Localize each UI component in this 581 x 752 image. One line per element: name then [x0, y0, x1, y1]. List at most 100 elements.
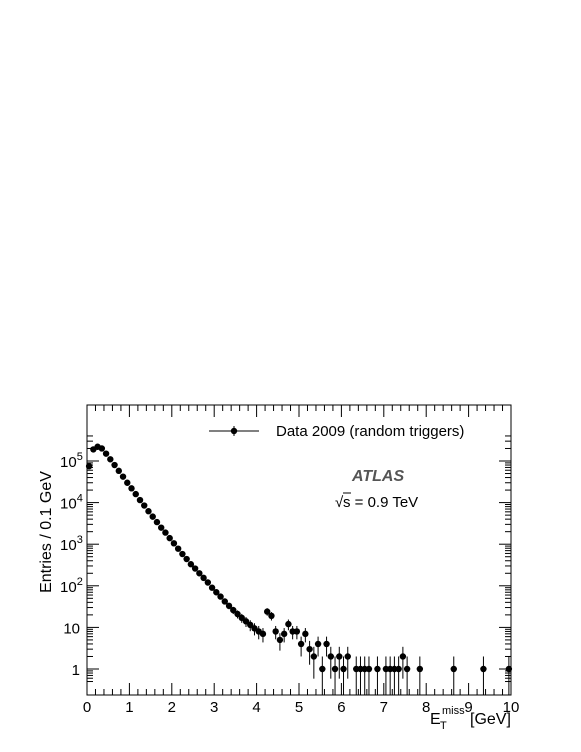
x-tick-label: 3 — [210, 699, 218, 716]
data-point — [234, 610, 241, 618]
data-point — [225, 602, 233, 610]
x-tick-label: 1 — [125, 699, 133, 716]
x-tick-label: 10 — [503, 699, 520, 716]
data-point — [170, 540, 178, 547]
data-point — [314, 640, 322, 648]
x-tick-label: 0 — [83, 699, 91, 716]
energy-label: √ s = 0.9 TeV — [335, 492, 418, 511]
data-point — [293, 628, 301, 635]
data-point — [141, 502, 148, 509]
axis-ticks — [86, 405, 512, 695]
data-point — [128, 485, 135, 492]
x-axis-title-sup: miss — [442, 705, 465, 717]
y-tick-label: 105 — [60, 451, 83, 471]
data-point — [136, 496, 144, 504]
data-point — [399, 653, 407, 660]
data-point — [124, 479, 131, 486]
legend: Data 2009 (random triggers) — [209, 423, 464, 440]
data-point — [276, 636, 284, 644]
legend-label: Data 2009 (random triggers) — [276, 423, 464, 440]
data-point — [107, 456, 114, 463]
x-tick-label: 6 — [337, 699, 345, 716]
data-point — [119, 473, 127, 480]
data-point — [247, 621, 254, 629]
y-tick-labels: 1 10 102 103 104 105 — [60, 451, 83, 679]
data-point — [187, 561, 195, 568]
data-point — [264, 608, 271, 615]
x-axis-title-unit: [GeV] — [470, 711, 511, 728]
y-axis-title: Entries / 0.1 GeV — [38, 471, 55, 593]
y-tick-label: 1 — [72, 662, 80, 679]
y-tick-label: 104 — [60, 493, 83, 513]
data-point — [336, 653, 343, 660]
y-tick-label: 103 — [60, 534, 83, 554]
x-tick-label: 9 — [464, 699, 472, 716]
data-point — [480, 665, 487, 673]
data-point — [196, 570, 203, 577]
data-point — [285, 620, 292, 628]
x-tick-label: 5 — [295, 699, 303, 716]
data-point — [302, 630, 309, 638]
data-point — [230, 606, 237, 614]
data-point — [306, 645, 313, 653]
energy-value: s = 0.9 TeV — [343, 494, 418, 511]
data-point — [132, 490, 139, 498]
data-point — [115, 467, 123, 475]
data-point — [162, 529, 169, 536]
data-point — [331, 665, 339, 673]
data-point — [213, 589, 220, 596]
data-point — [221, 598, 228, 605]
data-point — [174, 545, 182, 552]
data-point — [179, 550, 186, 558]
atlas-label: ATLAS — [351, 468, 404, 485]
plot-frame — [86, 404, 512, 696]
data-point — [297, 640, 305, 648]
data-point — [268, 612, 275, 620]
data-point — [365, 665, 373, 673]
data-point — [149, 513, 156, 520]
data-point — [183, 555, 190, 563]
data-point — [111, 461, 118, 469]
legend-marker — [230, 427, 238, 435]
data-point — [259, 630, 267, 638]
data-point — [158, 524, 165, 531]
x-tick-label: 2 — [168, 699, 176, 716]
data-point — [217, 593, 224, 600]
x-tick-label: 8 — [422, 699, 430, 716]
data-point — [272, 628, 279, 635]
data-point — [145, 508, 152, 515]
data-point — [204, 579, 212, 586]
data-point — [403, 665, 411, 673]
data-point — [166, 534, 173, 542]
data-point — [319, 665, 326, 673]
x-tick-labels: 0 1 2 3 4 5 6 7 8 9 10 — [83, 699, 520, 716]
data-point — [242, 618, 250, 625]
x-axis-title: E T miss [GeV] — [430, 705, 511, 732]
data-point — [340, 665, 347, 673]
y-tick-label: 10 — [63, 620, 80, 637]
data-point — [98, 445, 106, 452]
data-point — [327, 653, 334, 660]
x-tick-label: 4 — [252, 699, 260, 716]
y-tick-label: 102 — [60, 576, 83, 596]
data-point — [280, 630, 288, 638]
x-axis-title-main: E — [430, 711, 441, 728]
data-point — [374, 665, 381, 673]
data-point — [310, 653, 318, 660]
data-points — [85, 443, 513, 673]
data-point — [153, 518, 161, 526]
data-point — [323, 640, 330, 648]
data-point — [344, 653, 351, 660]
energy-root-symbol: √ — [335, 494, 344, 511]
data-point — [238, 614, 245, 622]
data-point — [416, 665, 424, 673]
data-point — [191, 565, 199, 572]
data-point — [102, 450, 110, 457]
data-point — [505, 665, 513, 673]
x-axis-title-sub: T — [440, 720, 447, 732]
data-point — [200, 574, 207, 582]
x-tick-label: 7 — [380, 699, 388, 716]
data-point — [450, 665, 457, 673]
data-point — [208, 584, 216, 591]
